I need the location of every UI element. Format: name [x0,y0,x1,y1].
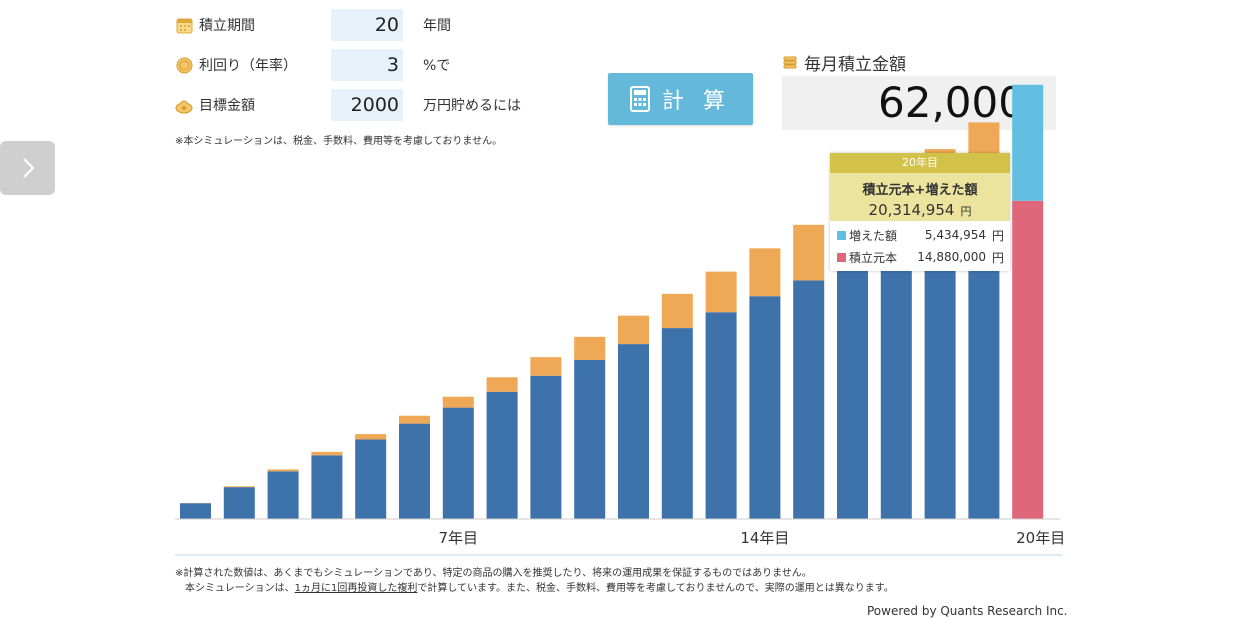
input-note: ※本シミュレーションは、税金、手数料、費用等を考慮しておりません。 [175,136,503,147]
bar-gain-6[interactable] [399,415,430,424]
period-input[interactable]: 20 [331,9,403,41]
x-tick-label: 7年目 [439,529,479,547]
coins-icon [782,55,798,71]
rate-input[interactable]: 3 [331,49,403,81]
bar-principal-20[interactable] [1012,200,1044,519]
tooltip-header: 20年目 [830,153,1010,173]
bar-gain-7[interactable] [442,396,474,408]
period-unit: 年間 [423,18,451,34]
calculator-icon [630,86,650,112]
bar-gain-11[interactable] [618,315,649,345]
bar-gain-15[interactable] [793,224,825,281]
bar-gain-13[interactable] [705,271,737,313]
powered-by: Powered by Quants Research Inc. [867,604,1068,618]
target-row: 目標金額 2000 万円貯めるには [175,88,521,122]
rate-label: 利回り（年率） [199,58,297,74]
tooltip-summary: 積立元本+増えた額 20,314,954 円 [830,173,1010,221]
disclaimer-line-1: ※計算された数値は、あくまでもシミュレーションであり、特定の商品の購入を推奨した… [175,568,812,579]
coin-icon [175,56,193,74]
bar-principal-2[interactable] [223,487,255,519]
calculate-button[interactable]: 計 算 [608,73,753,125]
calculate-label: 計 算 [662,89,731,114]
bar-gain-20[interactable] [1012,84,1044,201]
year-tooltip: 20年目 積立元本+増えた額 20,314,954 円 増えた額 5,434,95… [830,153,1010,271]
principal-unit: 円 [991,250,1004,265]
bar-principal-5[interactable] [355,439,387,519]
bar-principal-14[interactable] [749,296,781,519]
bar-principal-3[interactable] [267,471,299,519]
bar-gain-9[interactable] [530,357,562,376]
disclaimer: ※計算された数値は、あくまでもシミュレーションであり、特定の商品の購入を推奨した… [175,566,894,596]
money-bag-icon [175,96,193,114]
gain-swatch [837,230,846,240]
tooltip-row-gain: 増えた額 5,434,954 円 [830,224,1010,246]
bar-principal-17[interactable] [880,248,912,519]
target-label: 目標金額 [199,98,255,114]
bar-principal-8[interactable] [486,391,518,519]
bar-gain-8[interactable] [486,377,518,392]
compound-interest-link[interactable]: 1ヵ月に1回再投資した複利 [294,583,418,594]
period-label: 積立期間 [199,18,255,34]
bar-principal-13[interactable] [705,312,737,519]
bar-gain-12[interactable] [661,293,693,329]
calendar-icon [175,16,193,34]
bar-principal-1[interactable] [180,503,211,519]
principal-amount: 14,880,000 [917,250,986,264]
target-input[interactable]: 2000 [331,89,403,121]
bar-principal-10[interactable] [574,359,606,519]
bar-principal-15[interactable] [793,280,825,519]
bar-principal-7[interactable] [442,407,474,519]
period-row: 積立期間 20 年間 [175,8,451,42]
gain-name: 増えた額 [849,228,898,243]
tooltip-row-principal: 積立元本 14,880,000 円 [830,246,1010,268]
gain-unit: 円 [991,228,1004,243]
bar-gain-3[interactable] [267,469,299,472]
bar-gain-10[interactable] [574,336,606,360]
result-label-wrap: 毎月積立金額 [782,50,906,75]
disclaimer-line-2-pre: 本シミュレーションは、 [185,583,295,594]
tooltip-title: 積立元本+増えた額 [862,183,978,198]
bar-gain-2[interactable] [223,486,255,488]
gain-amount: 5,434,954 [924,228,986,242]
principal-swatch [837,252,846,262]
bar-gain-4[interactable] [311,451,343,456]
tooltip-total: 20,314,954 [868,201,955,219]
bar-gain-5[interactable] [355,434,387,440]
x-tick-label: 14年目 [740,529,789,547]
result-label: 毎月積立金額 [804,55,906,75]
target-unit: 万円貯めるには [423,98,521,114]
bar-principal-4[interactable] [311,455,343,519]
result-value: 62,000 [878,78,1025,127]
bar-principal-18[interactable] [924,232,956,519]
tooltip-total-unit: 円 [960,205,972,218]
next-button[interactable] [0,141,55,195]
chevron-right-icon [22,158,34,178]
rate-row: 利回り（年率） 3 %で [175,48,450,82]
bar-principal-11[interactable] [618,344,649,519]
x-tick-label: 20年目 [1016,529,1065,547]
bar-principal-9[interactable] [530,375,562,519]
principal-name: 積立元本 [849,250,898,265]
disclaimer-line-2-post: で計算しています。また、税金、手数料、費用等を考慮しておりませんので、実際の運用… [417,583,894,594]
bar-principal-16[interactable] [837,264,868,519]
bar-principal-12[interactable] [661,328,693,519]
rate-unit: %で [423,58,451,74]
bar-principal-6[interactable] [399,423,430,519]
bar-gain-14[interactable] [749,248,781,297]
